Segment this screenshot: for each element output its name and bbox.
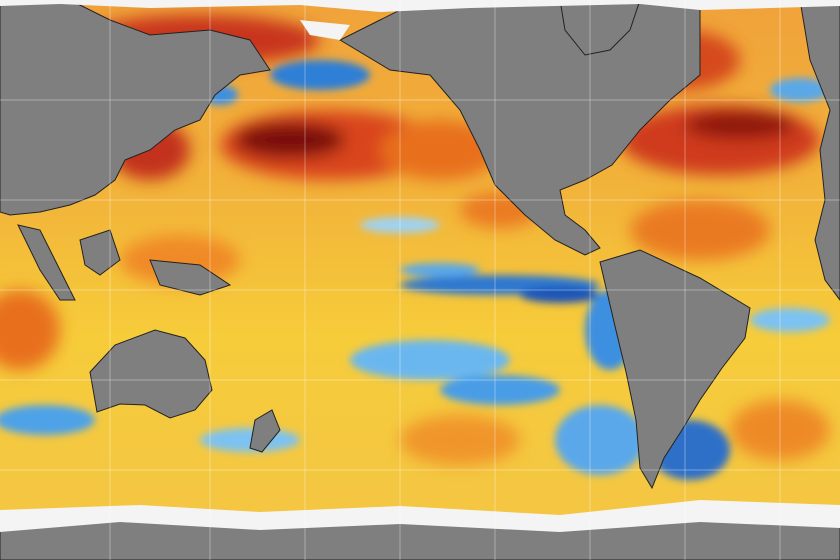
cool-anomalies bbox=[0, 60, 830, 480]
south-america bbox=[599, 249, 751, 490]
borneo bbox=[79, 229, 121, 276]
asia bbox=[0, 0, 271, 216]
north-america bbox=[338, 0, 701, 256]
new-zealand bbox=[249, 409, 281, 453]
europe-africa bbox=[799, 0, 840, 301]
greenland bbox=[559, 0, 641, 56]
antarctica bbox=[0, 519, 840, 560]
australia bbox=[89, 329, 213, 419]
new-guinea bbox=[149, 259, 232, 296]
sumatra bbox=[17, 224, 76, 301]
sea-ice bbox=[0, 0, 840, 532]
